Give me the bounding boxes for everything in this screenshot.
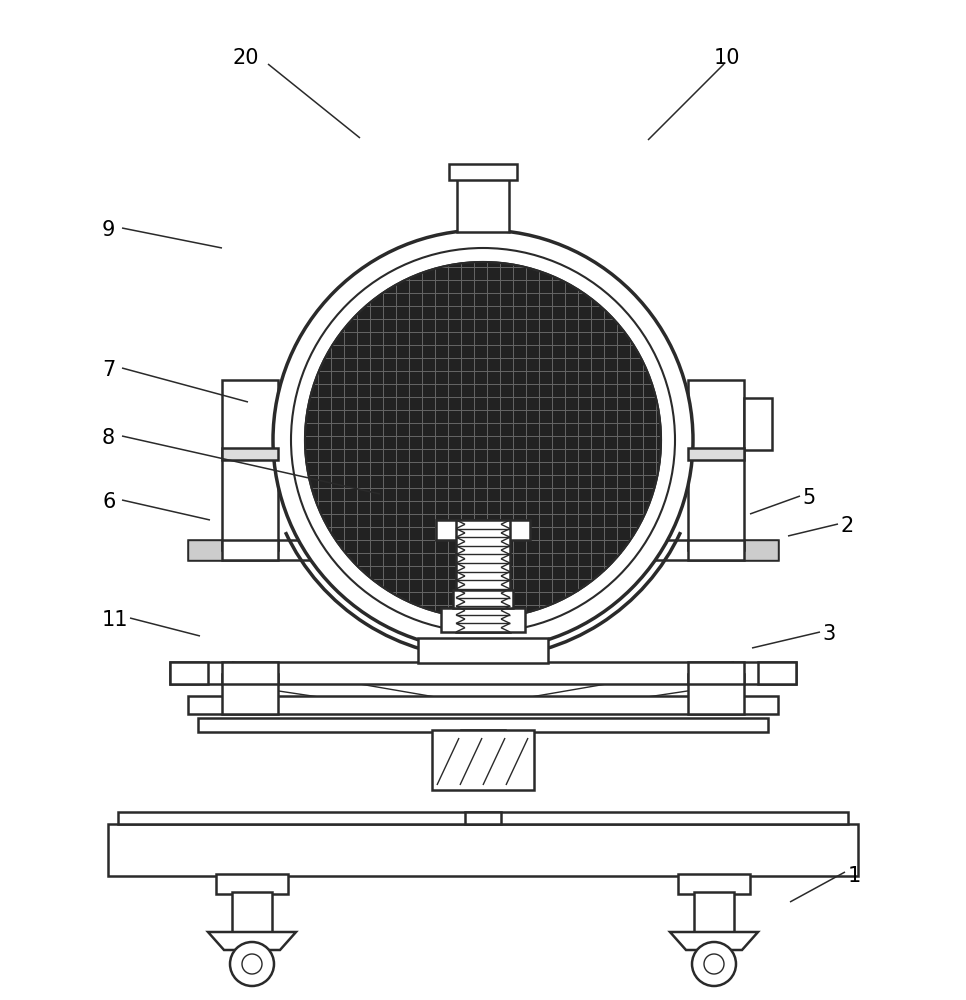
Bar: [758, 662, 796, 684]
Bar: [743, 540, 778, 560]
Polygon shape: [208, 932, 296, 950]
Bar: [222, 380, 278, 550]
Text: 3: 3: [822, 624, 836, 644]
Text: 6: 6: [102, 492, 115, 512]
Bar: [118, 812, 848, 824]
Circle shape: [230, 942, 274, 986]
Bar: [449, 164, 517, 180]
Bar: [461, 730, 505, 732]
Bar: [688, 380, 744, 550]
Bar: [688, 674, 744, 714]
Bar: [453, 590, 513, 608]
Bar: [198, 718, 768, 732]
Bar: [222, 540, 278, 560]
Bar: [688, 448, 744, 460]
Bar: [694, 892, 734, 932]
Bar: [688, 662, 744, 684]
Bar: [222, 662, 278, 684]
Circle shape: [692, 942, 736, 986]
Text: 10: 10: [714, 48, 741, 68]
Bar: [108, 824, 858, 876]
Bar: [457, 174, 509, 232]
Bar: [188, 540, 778, 560]
Text: 2: 2: [840, 516, 853, 536]
Bar: [678, 874, 750, 894]
Bar: [418, 638, 548, 663]
Text: 1: 1: [848, 866, 862, 886]
Text: 8: 8: [102, 428, 115, 448]
Circle shape: [704, 954, 724, 974]
Bar: [688, 540, 744, 560]
Bar: [188, 696, 778, 714]
Bar: [232, 892, 272, 932]
Text: 5: 5: [802, 488, 815, 508]
Circle shape: [291, 248, 675, 632]
Circle shape: [305, 262, 661, 618]
Bar: [170, 662, 208, 684]
Bar: [170, 662, 796, 684]
Text: 20: 20: [232, 48, 259, 68]
Bar: [188, 540, 223, 560]
Circle shape: [242, 954, 262, 974]
Bar: [216, 874, 288, 894]
Bar: [222, 448, 278, 460]
Text: 9: 9: [102, 220, 115, 240]
Bar: [744, 398, 772, 450]
Bar: [456, 520, 510, 632]
Bar: [222, 674, 278, 714]
Text: 7: 7: [102, 360, 115, 380]
Bar: [432, 730, 534, 790]
Bar: [436, 520, 530, 540]
Bar: [441, 608, 525, 632]
Circle shape: [273, 230, 693, 650]
Text: 11: 11: [102, 610, 128, 630]
Bar: [465, 812, 501, 824]
Polygon shape: [670, 932, 758, 950]
